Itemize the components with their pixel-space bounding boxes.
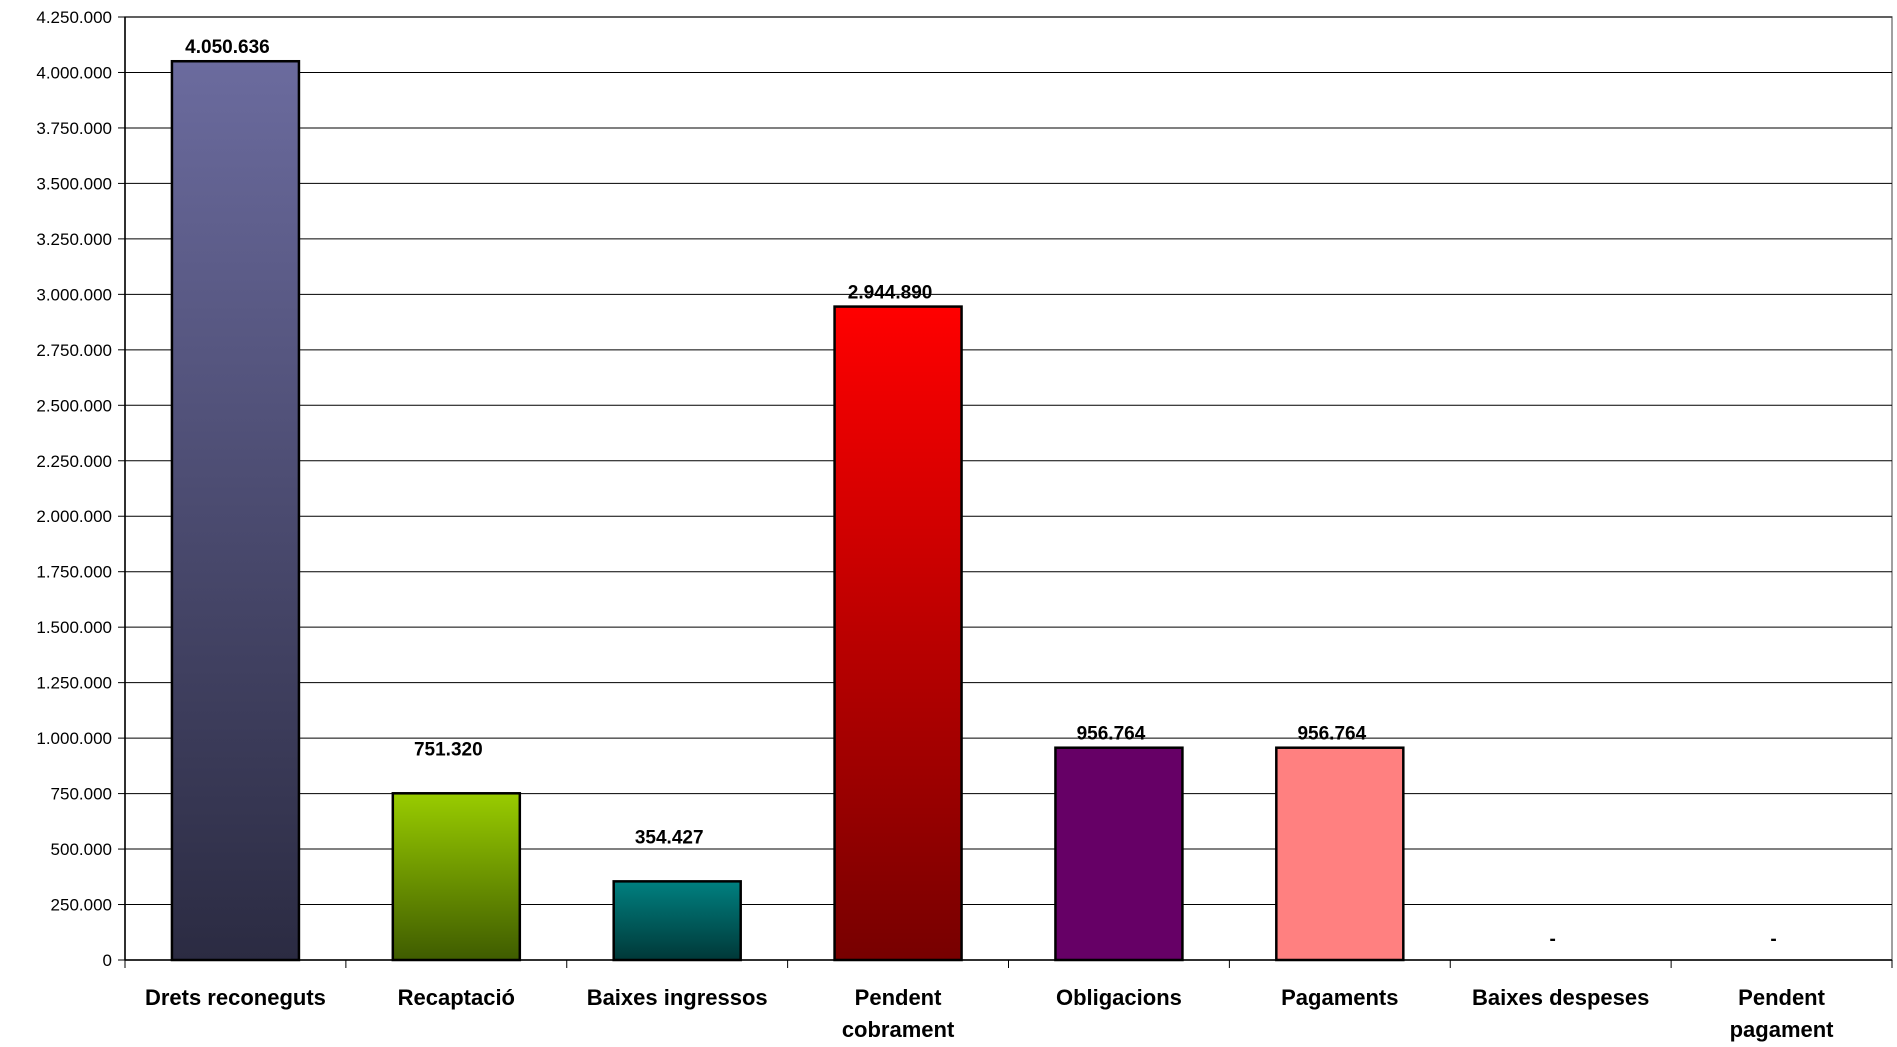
data-label: 751.320: [414, 739, 483, 760]
data-label: 956.764: [1077, 724, 1146, 745]
y-tick-label: 3.250.000: [36, 230, 112, 249]
y-tick-label: 1.500.000: [36, 618, 112, 637]
x-category-label: Baixes despeses: [1472, 985, 1649, 1010]
y-tick-label: 3.500.000: [36, 174, 112, 193]
bar: [1275, 746, 1405, 962]
data-label: 956.764: [1297, 724, 1366, 745]
gridlines: [124, 16, 1893, 961]
bar: [1054, 746, 1184, 962]
y-tick-label: 2.000.000: [36, 507, 112, 526]
y-tick-label: 3.000.000: [36, 285, 112, 304]
x-category-label: Pagaments: [1281, 985, 1398, 1010]
plot-area: [124, 16, 1893, 961]
y-tick-label: 250.000: [51, 896, 112, 915]
y-tick-label: 2.500.000: [36, 396, 112, 415]
bar: [170, 59, 301, 962]
data-label: -: [1550, 929, 1556, 950]
data-label: -: [1770, 929, 1776, 950]
x-category-label: Obligacions: [1056, 985, 1182, 1010]
y-tick-label: 0: [103, 951, 112, 970]
x-category-label: Baixes ingressos: [587, 985, 768, 1010]
y-tick-label: 3.750.000: [36, 119, 112, 138]
data-label: 4.050.636: [185, 37, 270, 58]
y-tick-label: 1.750.000: [36, 563, 112, 582]
data-labels: 4.050.636 751.320 354.427 2.944.890 956.764 9…: [185, 37, 1777, 950]
bars: [170, 59, 1405, 962]
axes: [124, 17, 1893, 968]
y-tick-label: 500.000: [51, 840, 112, 859]
data-label: 354.427: [635, 827, 704, 848]
y-tick-label: 4.250.000: [36, 8, 112, 27]
y-axis-ticks: 0 250.000 500.000 750.000 1.000.000 1.250.000…: [36, 8, 125, 970]
bar: [833, 305, 963, 962]
x-category-label: Recaptació: [398, 985, 515, 1010]
y-tick-label: 4.000.000: [36, 63, 112, 82]
x-category-label: Pendent pagament: [1730, 985, 1835, 1042]
bar: [391, 792, 522, 962]
y-tick-label: 2.250.000: [36, 452, 112, 471]
y-tick-label: 750.000: [51, 785, 112, 804]
y-tick-label: 2.750.000: [36, 341, 112, 360]
y-tick-label: 1.000.000: [36, 729, 112, 748]
x-category-label: Drets reconeguts: [145, 985, 326, 1010]
x-category-label: Pendent cobrament: [842, 985, 955, 1042]
y-tick-label: 1.250.000: [36, 674, 112, 693]
data-label: 2.944.890: [848, 283, 933, 304]
x-axis-category-labels: Drets reconeguts Recaptació Baixes ingress…: [145, 985, 1834, 1042]
bar: [612, 880, 742, 962]
